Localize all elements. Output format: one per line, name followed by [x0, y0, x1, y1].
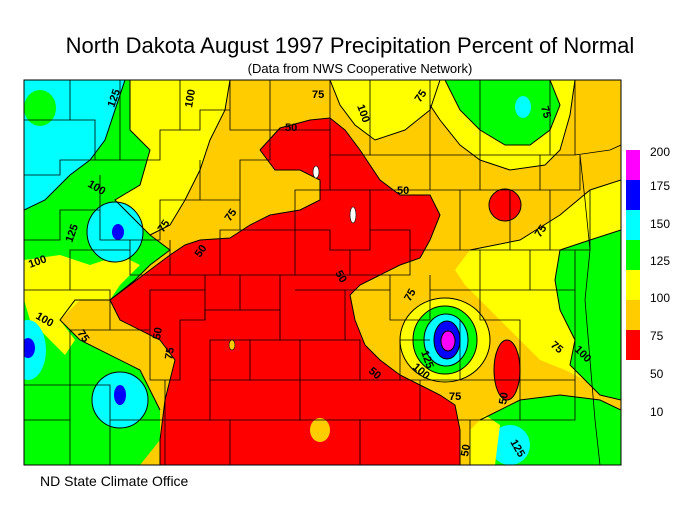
zone-150-175-blob: [112, 224, 124, 240]
zone-75-100-se: [470, 415, 500, 465]
contour-label: 125: [106, 88, 124, 109]
contour-label: 75: [156, 218, 173, 235]
contour-label-layer: 125 100 75 100 75 100 125 100 75 50 75 5…: [27, 88, 593, 460]
contour-label: 50: [459, 443, 473, 457]
zone-125-150-ne: [515, 96, 531, 118]
map-subtitle: (Data from NWS Cooperative Network): [247, 61, 473, 76]
legend-label: 150: [650, 217, 671, 231]
legend-swatch-75-100: [626, 270, 640, 300]
contour-label: 75: [163, 346, 177, 360]
zone-75-100-west: [24, 255, 140, 355]
contour-label: 125: [64, 223, 82, 244]
contour-label: 50: [193, 243, 210, 260]
contour-label: 125: [418, 349, 436, 370]
zone-100-125-ne: [445, 80, 560, 145]
legend-label: 75: [650, 329, 664, 343]
zone-75-100-nwc: [115, 80, 230, 235]
zone-125-150-west-edge: [24, 320, 46, 380]
contour-label: 75: [533, 223, 550, 240]
contour-label: 100: [183, 88, 198, 108]
contour-label: 75: [223, 207, 240, 224]
legend-swatch-100-125: [626, 240, 640, 270]
county-boundaries: [24, 80, 621, 465]
footer-credit: ND State Climate Office: [40, 473, 189, 489]
contour-label: 50: [285, 122, 297, 134]
zone-150-175-sw: [114, 385, 126, 405]
hole-2: [349, 206, 357, 224]
contour-label: 75: [538, 105, 553, 120]
state-border: [23, 79, 622, 466]
zone-150-175-west-edge: [24, 338, 35, 358]
legend-swatch-10-50: [626, 330, 640, 360]
zone-100-125-nw-small: [24, 90, 56, 126]
zone-75-100-north: [330, 80, 440, 140]
contour-label: 50: [397, 185, 409, 197]
legend-swatch-50-75: [626, 300, 640, 330]
legend-label: 50: [650, 367, 664, 381]
legend-swatch-125-150: [626, 210, 640, 240]
contour-label: 100: [354, 103, 372, 124]
legend-swatch-150-175: [626, 180, 640, 210]
contour-label: 100: [27, 253, 48, 271]
map-title: North Dakota August 1997 Precipitation P…: [65, 33, 635, 58]
legend-label: 175: [650, 179, 671, 193]
legend-label: 10: [650, 405, 664, 419]
zone-175-200-bullseye: [441, 331, 455, 351]
zone-10-50-ne-blob: [489, 189, 521, 221]
legend-label: 125: [650, 254, 671, 268]
hole-1: [312, 165, 320, 179]
contour-label: 75: [75, 328, 92, 345]
contour-label: 75: [312, 89, 324, 101]
contour-label: 50: [151, 326, 165, 340]
contour-label: 75: [413, 88, 430, 105]
contour-label: 75: [402, 287, 419, 304]
contour-label: 75: [449, 391, 461, 403]
contour-label: 50: [497, 391, 511, 405]
zone-50-75-hole: [310, 418, 330, 442]
contour-label: 50: [332, 269, 349, 286]
zone-10-50-central: [110, 118, 460, 465]
zone-125-150-se: [490, 425, 530, 465]
hole-3: [228, 339, 236, 351]
zone-75-100-ne: [430, 80, 575, 170]
legend-swatch-175-200: [626, 150, 640, 180]
zone-10-50-se-blob: [494, 340, 520, 400]
legend-label: 200: [650, 145, 671, 159]
legend-label: 100: [650, 291, 671, 305]
